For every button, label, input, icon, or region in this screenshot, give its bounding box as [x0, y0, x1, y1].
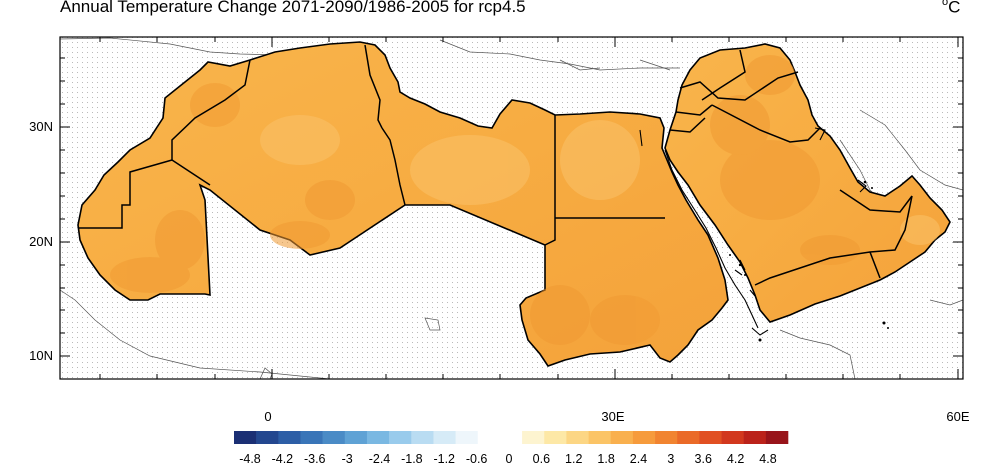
colorbar-swatch	[632, 431, 656, 444]
colorbar-tick-label: 1.2	[565, 452, 583, 466]
colorbar-swatch	[256, 431, 279, 444]
colorbar-swatch	[278, 431, 301, 444]
colorbar-tick-label: -2.4	[368, 452, 391, 466]
lon-label-30e: 30E	[601, 409, 625, 424]
colorbar-swatch	[743, 431, 767, 444]
colorbar-swatch	[699, 431, 722, 444]
lat-label-20n: 20N	[29, 234, 53, 249]
colorbar-tick-label: 0.6	[532, 452, 551, 466]
colorbar-tick-label: -1.8	[401, 452, 423, 466]
colorbar-tick-label: 3	[667, 452, 675, 466]
colorbar-swatch	[234, 431, 257, 444]
colorbar	[234, 431, 789, 444]
colorbar-tick-label: -4.8	[239, 452, 261, 466]
colorbar-swatch	[588, 431, 612, 444]
map-frame	[59, 36, 964, 380]
colorbar-swatch	[477, 431, 501, 444]
lat-label-30n: 30N	[29, 119, 53, 134]
colorbar-swatch	[455, 431, 479, 444]
lon-label-0: 0	[264, 409, 272, 424]
colorbar-swatch	[389, 431, 412, 444]
colorbar-tick-label: 4.8	[759, 452, 777, 466]
colorbar-swatch	[522, 431, 545, 444]
colorbar-swatch	[677, 431, 700, 444]
units-label: oC	[942, 0, 960, 18]
colorbar-swatch	[411, 431, 434, 444]
colorbar-tick-label: 0	[505, 452, 513, 466]
colorbar-tick-label: -3	[341, 452, 353, 466]
colorbar-tick-label: -1.2	[433, 452, 456, 466]
units-superscript: o	[942, 0, 949, 8]
colorbar-swatch	[610, 431, 634, 444]
country-borders	[78, 44, 913, 286]
colorbar-swatch	[322, 431, 346, 444]
colorbar-swatch	[433, 431, 456, 444]
colorbar-swatch	[721, 431, 744, 444]
small-islands	[729, 180, 889, 342]
colorbar-swatch	[566, 431, 589, 444]
colorbar-swatch	[344, 431, 368, 444]
colorbar-swatch	[300, 431, 323, 444]
map-content	[60, 37, 963, 379]
colorbar-swatch	[366, 431, 390, 444]
lon-label-60e: 60E	[946, 409, 970, 424]
colorbar-tick-label: 2.4	[629, 452, 648, 466]
axis-ticks	[60, 37, 963, 379]
colorbar-tick-label: -4.2	[271, 452, 294, 466]
units-base: C	[948, 0, 961, 17]
colorbar-swatch	[499, 431, 523, 444]
coastline-details	[639, 127, 867, 336]
colorbar-tick-label: -0.6	[465, 452, 488, 466]
light-patches	[260, 115, 940, 245]
map-title: Annual Temperature Change 2071-2090/1986…	[60, 0, 526, 16]
colorbar-tick-label: -3.6	[303, 452, 326, 466]
colorbar-tick-label: 1.8	[597, 452, 615, 466]
colorbar-tick-label: 3.6	[694, 452, 712, 466]
colorbar-swatch	[655, 431, 678, 444]
colorbar-swatch	[765, 431, 789, 444]
outer-coastlines	[60, 37, 963, 379]
shading-patches	[110, 55, 860, 345]
colorbar-tick-label: 4.2	[726, 452, 745, 466]
lat-label-10n: 10N	[29, 348, 53, 363]
colorbar-swatch	[544, 431, 567, 444]
